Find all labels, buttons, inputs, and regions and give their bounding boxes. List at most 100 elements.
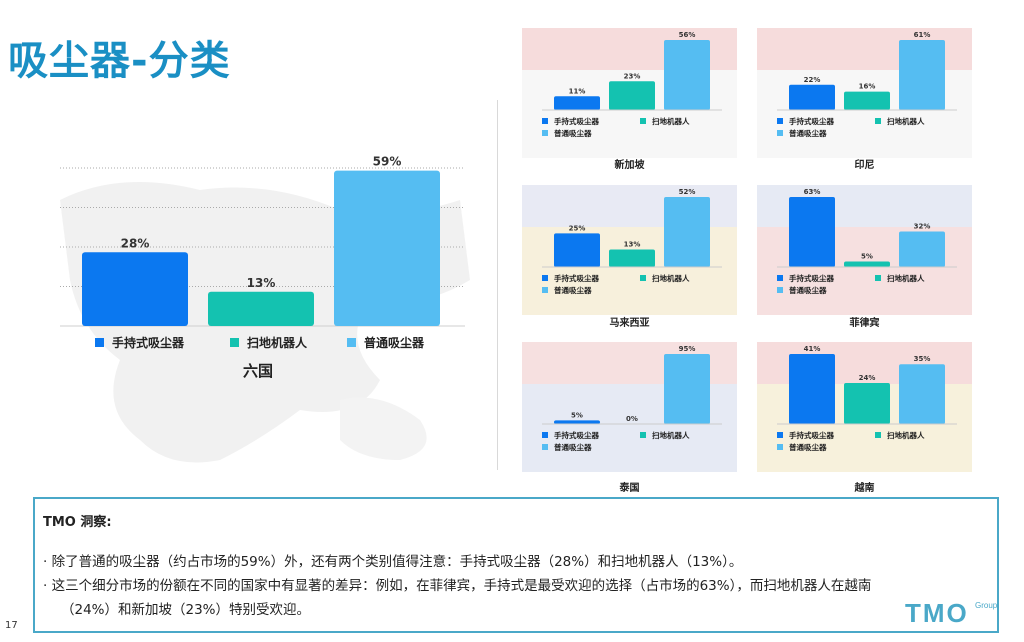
main-bar-chart: 28% 13% 59% [60, 155, 465, 327]
bar [844, 383, 890, 424]
data-label: 11% [569, 87, 586, 95]
legend-label: 扫地机器人 [247, 336, 308, 350]
legend-swatch [640, 432, 646, 438]
data-label: 25% [569, 224, 586, 232]
bar [554, 233, 600, 267]
legend-label: 扫地机器人 [887, 430, 925, 440]
legend-swatch [640, 275, 646, 281]
bar [899, 231, 945, 267]
data-label: 56% [679, 31, 696, 39]
bar [664, 197, 710, 267]
page-title: 吸尘器-分类 [8, 38, 231, 84]
bar [82, 252, 188, 326]
legend-swatch [777, 444, 783, 450]
insight-box: TMO 洞察: · 除了普通的吸尘器（约占市场的59%）外，还有两个类别值得注意… [33, 497, 999, 633]
legend-label: 手持式吸尘器 [789, 430, 834, 440]
legend-label: 手持式吸尘器 [112, 336, 185, 350]
divider [497, 100, 498, 470]
legend-swatch [640, 118, 646, 124]
bar [664, 354, 710, 424]
data-label: 95% [679, 345, 696, 353]
legend-swatch [875, 118, 881, 124]
legend-swatch [542, 444, 548, 450]
legend-swatch [777, 287, 783, 293]
bar [334, 170, 440, 326]
data-label: 52% [679, 188, 696, 196]
data-label: 22% [804, 76, 821, 84]
country-panel-vietnam: 41% 24% 35% 手持式吸尘器 扫地机器人 普通吸尘器 [757, 342, 972, 480]
legend-swatch [542, 287, 548, 293]
legend-swatch [347, 338, 356, 347]
data-label: 28% [121, 236, 150, 250]
bar [844, 91, 890, 110]
bar [844, 261, 890, 267]
legend-swatch [777, 432, 783, 438]
country-label: 泰国 [619, 483, 640, 494]
data-label: 0% [626, 415, 638, 423]
country-label: 马来西亚 [609, 318, 650, 329]
legend-label: 普通吸尘器 [364, 336, 425, 350]
legend-swatch [875, 275, 881, 281]
data-label: 35% [914, 355, 931, 363]
country-label: 越南 [854, 483, 875, 494]
country-label: 新加坡 [614, 160, 645, 171]
data-label: 5% [861, 252, 873, 260]
legend-label: 手持式吸尘器 [789, 116, 834, 126]
country-panel-singapore: 11% 23% 56% 手持式吸尘器 扫地机器人普通吸尘器 [522, 28, 737, 166]
legend-label: 普通吸尘器 [554, 128, 592, 138]
legend-label: 普通吸尘器 [789, 128, 827, 138]
legend-swatch [230, 338, 239, 347]
legend-label: 扫地机器人 [652, 430, 690, 440]
legend-label: 手持式吸尘器 [554, 116, 599, 126]
bar [789, 197, 835, 267]
bar [789, 354, 835, 424]
legend-swatch [875, 432, 881, 438]
bar [609, 249, 655, 267]
data-label: 32% [914, 222, 931, 230]
legend-label: 扫地机器人 [652, 273, 690, 283]
legend-swatch [542, 130, 548, 136]
bar [899, 40, 945, 110]
country-panel-thailand: 5% 0% 95% 手持式吸尘器 扫地机器人普通吸尘器 [522, 342, 737, 480]
legend-label: 手持式吸尘器 [554, 430, 599, 440]
bar [899, 364, 945, 424]
page-number: 17 [5, 620, 18, 631]
legend-item: 普通吸尘器 [347, 334, 424, 351]
legend-label: 扫地机器人 [887, 273, 925, 283]
legend-label: 手持式吸尘器 [554, 273, 599, 283]
data-label: 16% [859, 83, 876, 91]
legend-swatch [777, 130, 783, 136]
data-label: 59% [373, 155, 402, 169]
bar [664, 40, 710, 110]
legend-swatch [777, 118, 783, 124]
bar [789, 84, 835, 110]
company-logo: TMO [905, 598, 969, 628]
legend-label: 扫地机器人 [652, 116, 690, 126]
insight-bullet: · 这三个细分市场的份额在不同的国家中有显著的差异：例如，在菲律宾，手持式是最受… [43, 578, 872, 594]
country-label: 印尼 [854, 160, 875, 171]
data-label: 61% [914, 31, 931, 39]
data-label: 13% [624, 241, 641, 249]
data-label: 13% [247, 276, 276, 290]
legend-swatch [777, 275, 783, 281]
legend-swatch [542, 275, 548, 281]
legend-label: 普通吸尘器 [554, 285, 592, 295]
company-logo-sub: Group [975, 601, 998, 610]
legend-swatch [542, 118, 548, 124]
legend-swatch [95, 338, 104, 347]
bar [554, 420, 600, 424]
data-label: 23% [624, 72, 641, 80]
bar [609, 81, 655, 110]
legend-label: 普通吸尘器 [789, 442, 827, 452]
insight-title: TMO 洞察: [43, 515, 112, 530]
country-label: 菲律宾 [849, 318, 880, 329]
legend-item: 扫地机器人 [230, 334, 307, 351]
legend-label: 普通吸尘器 [789, 285, 827, 295]
legend-label: 普通吸尘器 [554, 442, 592, 452]
legend-label: 扫地机器人 [887, 116, 925, 126]
data-label: 5% [571, 411, 583, 419]
